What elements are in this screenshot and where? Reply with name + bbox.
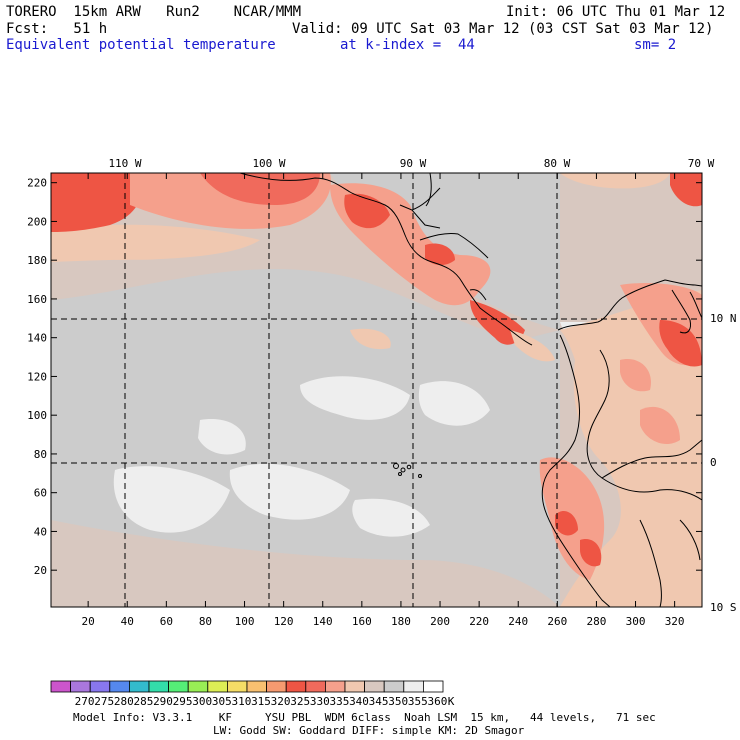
x-tick-label: 180 — [391, 615, 411, 628]
legend-swatch — [285, 680, 307, 693]
x-tick-label: 240 — [508, 615, 528, 628]
galapagos-islands — [393, 463, 422, 478]
legend-label: 340 — [349, 695, 369, 708]
init-time: Init: 06 UTC Thu 01 Mar 12 — [506, 4, 726, 20]
latitude-label: 0 — [710, 456, 717, 469]
legend-swatch — [324, 680, 346, 693]
y-tick-label: 220 — [27, 177, 47, 190]
y-tick-label: 60 — [34, 487, 47, 500]
smoothing: sm= 2 — [634, 37, 677, 53]
y-tick-label: 200 — [27, 215, 47, 228]
legend-label: 330 — [310, 695, 330, 708]
legend-label: 310 — [231, 695, 251, 708]
x-tick-label: 200 — [430, 615, 450, 628]
legend-swatch — [187, 680, 209, 693]
legend-unit: K — [448, 695, 455, 708]
legend-swatch — [383, 680, 405, 693]
longitude-label: 70 W — [688, 157, 715, 170]
x-tick-label: 140 — [313, 615, 333, 628]
legend-label: 295 — [173, 695, 193, 708]
legend-swatch — [364, 680, 385, 693]
coastlines — [239, 173, 702, 607]
model-info: Model Info: V3.3.1 KF YSU PBL WDM 6class… — [73, 711, 656, 724]
x-tick-label: 80 — [199, 615, 212, 628]
legend-label: 270 — [75, 695, 95, 708]
legend-swatch — [422, 680, 444, 693]
y-tick-label: 140 — [27, 332, 47, 345]
legend-label: 280 — [114, 695, 134, 708]
latitude-label: 10 S — [710, 601, 737, 614]
y-tick-label: 80 — [34, 448, 47, 461]
longitude-label: 110 W — [108, 157, 141, 170]
legend-swatch — [207, 680, 228, 693]
legend-swatch — [70, 680, 91, 693]
legend-label: 285 — [133, 695, 153, 708]
y-axis: 20 40 60 80 100 120 140 160 180 200 220 — [27, 177, 702, 577]
legend-swatch — [403, 680, 424, 693]
legend-swatch — [344, 680, 366, 693]
y-tick-label: 160 — [27, 293, 47, 306]
legend-label: 320 — [271, 695, 291, 708]
legend-label: 345 — [369, 695, 389, 708]
legend-swatch — [50, 680, 72, 693]
legend-label: 275 — [94, 695, 114, 708]
theta-e-field — [51, 173, 702, 607]
map-frame — [50, 172, 703, 608]
legend-label: 300 — [192, 695, 212, 708]
x-tick-label: 100 — [235, 615, 255, 628]
y-tick-label: 40 — [34, 525, 47, 538]
level-index: at k-index = 44 — [340, 37, 475, 53]
x-tick-label: 220 — [469, 615, 489, 628]
legend-label: 350 — [388, 695, 408, 708]
legend-swatch — [89, 680, 111, 693]
x-tick-label: 120 — [274, 615, 294, 628]
graticule — [51, 173, 702, 607]
x-tick-label: 160 — [352, 615, 372, 628]
longitude-label: 100 W — [252, 157, 285, 170]
legend-label: 335 — [329, 695, 349, 708]
field-name: Equivalent potential temperature — [6, 37, 276, 53]
legend-swatch — [305, 680, 326, 693]
physics-info: LW: Godd SW: Goddard DIFF: simple KM: 2D… — [213, 724, 525, 737]
legend-label: 355 — [408, 695, 428, 708]
legend-label: 305 — [212, 695, 232, 708]
legend-label: 290 — [153, 695, 173, 708]
legend-label: 325 — [290, 695, 310, 708]
legend-label: 315 — [251, 695, 271, 708]
valid-time: Valid: 09 UTC Sat 03 Mar 12 (03 CST Sat … — [292, 21, 714, 37]
legend-swatch — [148, 680, 170, 693]
x-tick-label: 260 — [547, 615, 567, 628]
legend-swatch — [226, 680, 248, 693]
latitude-label: 10 N — [710, 312, 737, 325]
x-tick-label: 300 — [626, 615, 646, 628]
y-tick-label: 100 — [27, 409, 47, 422]
legend-swatch — [109, 680, 130, 693]
forecast-hour: Fcst: 51 h — [6, 21, 108, 37]
x-tick-label: 40 — [121, 615, 134, 628]
model-title: TORERO 15km ARW Run2 NCAR/MMM — [6, 4, 302, 20]
y-tick-label: 20 — [34, 564, 47, 577]
x-tick-label: 320 — [665, 615, 685, 628]
legend-swatch — [266, 680, 287, 693]
y-tick-label: 120 — [27, 370, 47, 383]
x-axis: 20 40 60 80 100 120 140 160 180 200 220 240 260 280 30… — [82, 173, 685, 628]
legend-swatch — [128, 680, 150, 693]
longitude-label: 90 W — [400, 157, 427, 170]
legend-swatch — [246, 680, 268, 693]
x-tick-label: 280 — [586, 615, 606, 628]
longitude-label: 80 W — [544, 157, 571, 170]
x-tick-label: 60 — [160, 615, 173, 628]
legend-colorbar: 270 275 280 285 290 295 300 305 310 315 320 325 330 3… — [50, 680, 455, 708]
legend-label: 360 — [427, 695, 447, 708]
y-tick-label: 180 — [27, 254, 47, 267]
legend-swatch — [168, 680, 189, 693]
x-tick-label: 20 — [82, 615, 95, 628]
longitude-labels: 110 W 100 W 90 W 80 W 70 W — [108, 157, 714, 170]
latitude-labels: 10 N 0 10 S — [710, 312, 737, 614]
